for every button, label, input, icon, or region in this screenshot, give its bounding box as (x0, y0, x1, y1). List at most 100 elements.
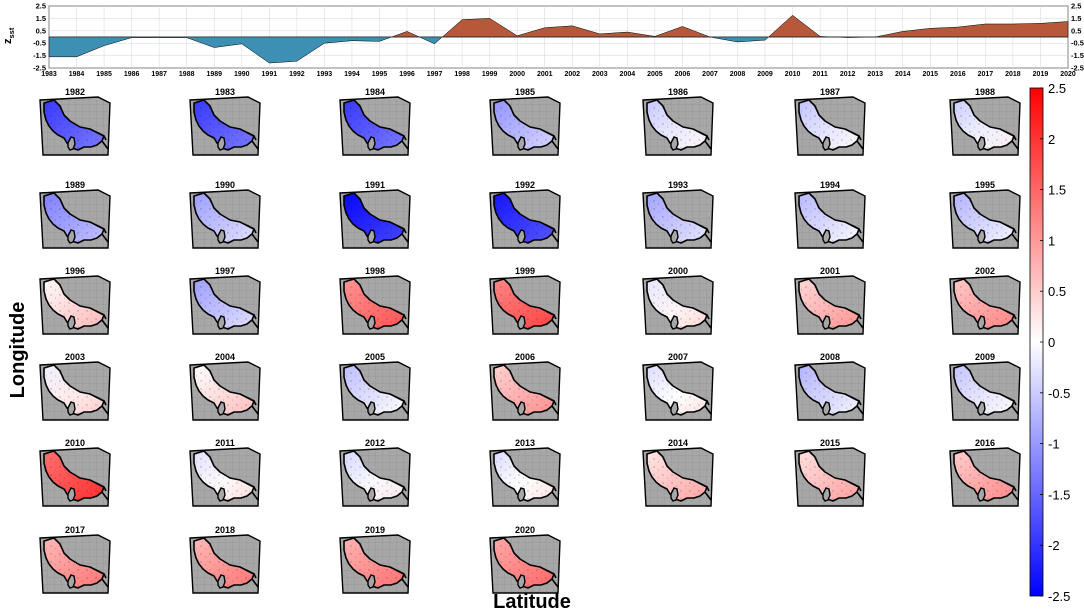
map-panel-2016: 2016 (949, 438, 1021, 507)
peninsula-outline (822, 136, 831, 151)
colorbar: 2.5 2 1.5 1 0.5 0 -0.5 -1 -1.5 -2 -2.5 (1029, 81, 1070, 604)
gulf-sample-dots (44, 451, 104, 501)
peninsula-outline (67, 401, 76, 416)
map-panel-title: 2007 (668, 352, 688, 362)
gulf-sample-dots (799, 365, 859, 415)
map-panel-title: 2004 (215, 352, 235, 362)
map-panel-title: 1988 (975, 87, 995, 97)
map-frame (339, 189, 411, 249)
map-panel-1989: 1989 (39, 180, 111, 249)
map-panel-title: 1989 (65, 180, 85, 190)
map-frame (189, 96, 261, 156)
map-panel-title: 1994 (820, 180, 840, 190)
timeseries-x-tick-label: 2008 (730, 71, 746, 78)
gulf-sample-dots (344, 100, 404, 150)
timeseries-x-tick-label: 1998 (454, 71, 470, 78)
map-panel-2011: 2011 (189, 438, 261, 507)
map-frame (339, 96, 411, 156)
map-panel-title: 1998 (365, 266, 385, 276)
map-panel-title: 1997 (215, 266, 235, 276)
map-panel-title: 2017 (65, 525, 85, 535)
gulf-sample-dots (44, 193, 104, 243)
colorbar-tick-label: -0.5 (1048, 386, 1070, 401)
map-frame (39, 361, 111, 421)
gulf-sample-dots (344, 365, 404, 415)
gulf-sample-dots (44, 365, 104, 415)
map-panel-title: 1995 (975, 180, 995, 190)
gulf-sample-dots (194, 279, 254, 329)
map-panel-title: 2000 (668, 266, 688, 276)
map-panel-title: 2006 (515, 352, 535, 362)
map-frame (949, 275, 1021, 335)
gulf-sample-dots (494, 100, 554, 150)
peninsula-outline (822, 487, 831, 502)
longitude-axis-label: Longitude (7, 302, 29, 399)
map-panel-title: 2009 (975, 352, 995, 362)
map-frame (949, 447, 1021, 507)
peninsula-outline (670, 136, 679, 151)
coastline (698, 224, 712, 243)
map-panel-title: 2020 (515, 525, 535, 535)
map-frame (189, 275, 261, 335)
map-panel-title: 2002 (975, 266, 995, 276)
gulf-sample-dots (194, 451, 254, 501)
map-panel-1985: 1985 (489, 87, 561, 156)
timeseries-y-tick-label: 0.5 (36, 26, 46, 35)
peninsula-outline (367, 487, 376, 502)
coastline (395, 482, 409, 501)
coastline (245, 396, 259, 415)
coastline (1005, 310, 1019, 329)
map-panel-2002: 2002 (949, 266, 1021, 335)
map-panel-2017: 2017 (39, 525, 111, 594)
map-frame (642, 96, 714, 156)
map-frame (642, 275, 714, 335)
map-panel-2009: 2009 (949, 352, 1021, 421)
gulf-sample-dots (647, 193, 707, 243)
map-panel-title: 2014 (668, 438, 688, 448)
peninsula-outline (977, 315, 986, 330)
timeseries-x-tick-label: 2003 (592, 71, 608, 78)
map-frame (949, 189, 1021, 249)
gulf-sample-dots (194, 538, 254, 588)
peninsula-outline (67, 315, 76, 330)
timeseries-y-tick-label: -0.5 (33, 39, 46, 48)
map-frame (489, 96, 561, 156)
coastline (245, 310, 259, 329)
map-panel-title: 1991 (365, 180, 385, 190)
sst-anomaly-map-grid: 1982 1983 1984 1985 1986 1987 1988 1989 1990 1991… (39, 87, 1021, 594)
map-panel-1990: 1990 (189, 180, 261, 249)
timeseries-x-tick-label: 1999 (482, 71, 498, 78)
map-frame (794, 96, 866, 156)
coastline (95, 224, 109, 243)
timeseries-x-tick-label: 2014 (895, 71, 911, 78)
timeseries-y-tick-label: -2.5 (33, 64, 46, 73)
map-frame (39, 96, 111, 156)
peninsula-outline (217, 487, 226, 502)
map-panel-title: 1999 (515, 266, 535, 276)
colorbar-tick-label: 2 (1048, 132, 1055, 147)
timeseries-x-tick-label: 2010 (785, 71, 801, 78)
timeseries-x-tick-label: 1987 (151, 71, 167, 78)
map-panel-2018: 2018 (189, 525, 261, 594)
timeseries-x-tick-label: 1983 (41, 71, 57, 78)
coastline (850, 396, 864, 415)
timeseries-x-tick-label: 1989 (206, 71, 222, 78)
map-panel-title: 1982 (65, 87, 85, 97)
map-frame (189, 534, 261, 594)
coastline (395, 396, 409, 415)
gulf-sample-dots (647, 100, 707, 150)
map-frame (39, 189, 111, 249)
peninsula-outline (217, 136, 226, 151)
map-panel-2005: 2005 (339, 352, 411, 421)
gulf-sample-dots (194, 365, 254, 415)
map-panel-title: 1987 (820, 87, 840, 97)
peninsula-outline (670, 315, 679, 330)
map-panel-title: 1985 (515, 87, 535, 97)
coastline (698, 482, 712, 501)
gulf-sample-dots (344, 451, 404, 501)
gulf-sample-dots (799, 279, 859, 329)
gulf-sample-dots (647, 279, 707, 329)
peninsula-outline (367, 315, 376, 330)
map-frame (949, 96, 1021, 156)
map-panel-title: 1990 (215, 180, 235, 190)
